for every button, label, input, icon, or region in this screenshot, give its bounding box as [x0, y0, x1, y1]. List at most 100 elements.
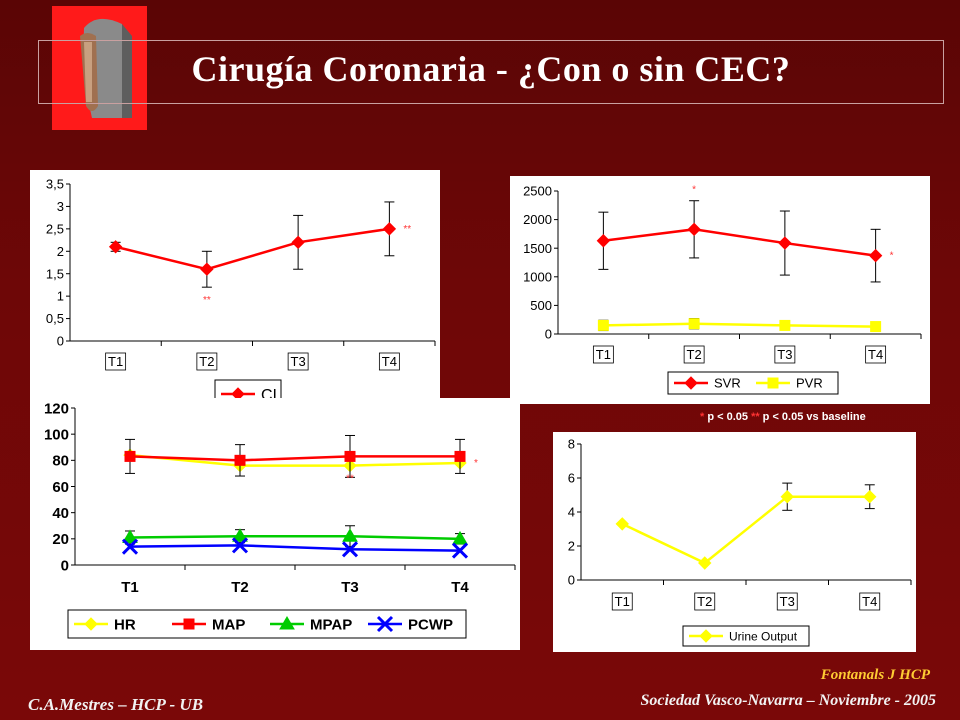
x-tick-label: T1 [108, 354, 123, 369]
pvr-point [688, 318, 700, 330]
pcwp-point [341, 541, 359, 558]
x-tick-label-box [694, 592, 716, 611]
y-tick-label: 60 [52, 479, 69, 496]
pvr-point [597, 319, 609, 331]
x-tick-label-box [859, 592, 881, 611]
y-tick-label: 40 [52, 505, 69, 522]
x-tick-label-box [592, 345, 614, 364]
x-tick-label: T3 [777, 347, 792, 362]
note-star-1: * [700, 411, 705, 423]
x-tick-label-box [378, 352, 400, 371]
map-point [124, 450, 136, 462]
legend-marker-urine-output [699, 629, 713, 643]
x-tick-label-box [774, 345, 796, 364]
mpap-line [129, 534, 461, 541]
pvr-line [603, 322, 876, 328]
urine-output-point [615, 517, 629, 531]
svr-pvr-chart: 0 500 1000 1500 2000 2500 T1 T2 T3 T4 * * SVR PVR [510, 176, 930, 404]
y-tick-label: 2000 [523, 212, 552, 227]
x-tick-label: T4 [862, 594, 877, 609]
legend-label-pcwp: PCWP [408, 616, 453, 633]
y-tick-label: 1 [57, 289, 64, 304]
ci-point [291, 235, 305, 250]
ci-point [200, 262, 214, 276]
note-star-2: ** [751, 411, 760, 423]
x-tick-label: T1 [615, 594, 630, 609]
x-tick-label: T2 [231, 579, 249, 596]
significance-marker: ** [203, 295, 211, 306]
map-point [234, 454, 246, 466]
legend-marker-hr [84, 617, 98, 631]
svr-point [868, 248, 883, 263]
note-text-1: p < 0.05 [704, 411, 752, 423]
x-tick-label-box [287, 352, 309, 371]
svr-point [778, 236, 792, 250]
y-tick-label: 0 [61, 557, 69, 574]
svr-point [596, 234, 611, 248]
mpap-point [342, 528, 358, 542]
x-tick-label: T3 [780, 594, 795, 609]
legend-label-urine-output: Urine Output [729, 629, 798, 643]
significance-marker: ** [346, 474, 354, 485]
map-line [129, 455, 460, 462]
svr-line [603, 228, 876, 257]
hr-line [129, 453, 461, 467]
legend-label-map: MAP [212, 616, 245, 633]
ci-point [108, 240, 123, 254]
urine-output-point [698, 556, 712, 570]
y-tick-label: 8 [568, 437, 575, 452]
y-tick-label: 4 [568, 505, 575, 520]
pcwp-point [121, 538, 139, 555]
note-text-2: p < 0.05 vs baseline [759, 411, 866, 423]
map-point [454, 450, 466, 462]
significance-note: * p < 0.05 ** p < 0.05 vs baseline [700, 411, 866, 423]
slide-title: Cirugía Coronaria - ¿Con o sin CEC? [191, 49, 791, 89]
y-tick-label: 1500 [523, 241, 552, 256]
x-tick-label-box [105, 352, 127, 371]
svr-point [687, 222, 701, 237]
legend-box [682, 625, 810, 647]
x-tick-label: T4 [382, 354, 397, 369]
pcwp-point [231, 537, 249, 554]
x-tick-label: T2 [687, 347, 702, 362]
mpap-point [232, 528, 248, 542]
ci-point [382, 222, 397, 236]
legend-marker-mpap [279, 616, 295, 630]
legend-label-pvr: PVR [796, 376, 823, 391]
x-tick-label: T2 [697, 594, 712, 609]
y-tick-label: 20 [52, 531, 69, 548]
y-tick-label: 3,5 [46, 177, 64, 192]
legend-box [667, 371, 839, 395]
hospital-logo-icon [52, 6, 147, 130]
ci-line [115, 227, 390, 271]
y-tick-label: 0 [545, 327, 552, 342]
urine-output-point [780, 489, 794, 504]
y-tick-label: 3 [57, 199, 64, 214]
y-tick-label: 6 [568, 471, 575, 486]
legend-marker-svr [684, 376, 698, 390]
pvr-point [870, 321, 882, 333]
y-tick-label: 100 [44, 426, 69, 443]
y-tick-label: 2500 [523, 184, 552, 199]
y-tick-label: 2 [568, 539, 575, 554]
x-tick-label-box [776, 592, 798, 611]
pcwp-line [129, 544, 461, 552]
map-point [344, 450, 356, 462]
significance-marker: * [890, 251, 894, 262]
legend-label-mpap: MPAP [310, 616, 352, 633]
y-tick-label: 0 [57, 334, 64, 349]
y-tick-label: 80 [52, 453, 69, 470]
y-tick-label: 2,5 [46, 221, 64, 236]
pcwp-point [451, 542, 469, 559]
mpap-point [452, 530, 468, 545]
x-tick-label-box [611, 592, 633, 611]
title-frame [38, 40, 944, 104]
author-credit: Fontanals J HCP [820, 667, 930, 683]
x-tick-label-box [683, 345, 705, 364]
significance-marker: * [474, 458, 478, 469]
urine-output-line [621, 495, 870, 565]
x-tick-label-box [196, 352, 218, 371]
legend-marker-pcwp [376, 615, 394, 633]
x-tick-label-box [865, 345, 887, 364]
